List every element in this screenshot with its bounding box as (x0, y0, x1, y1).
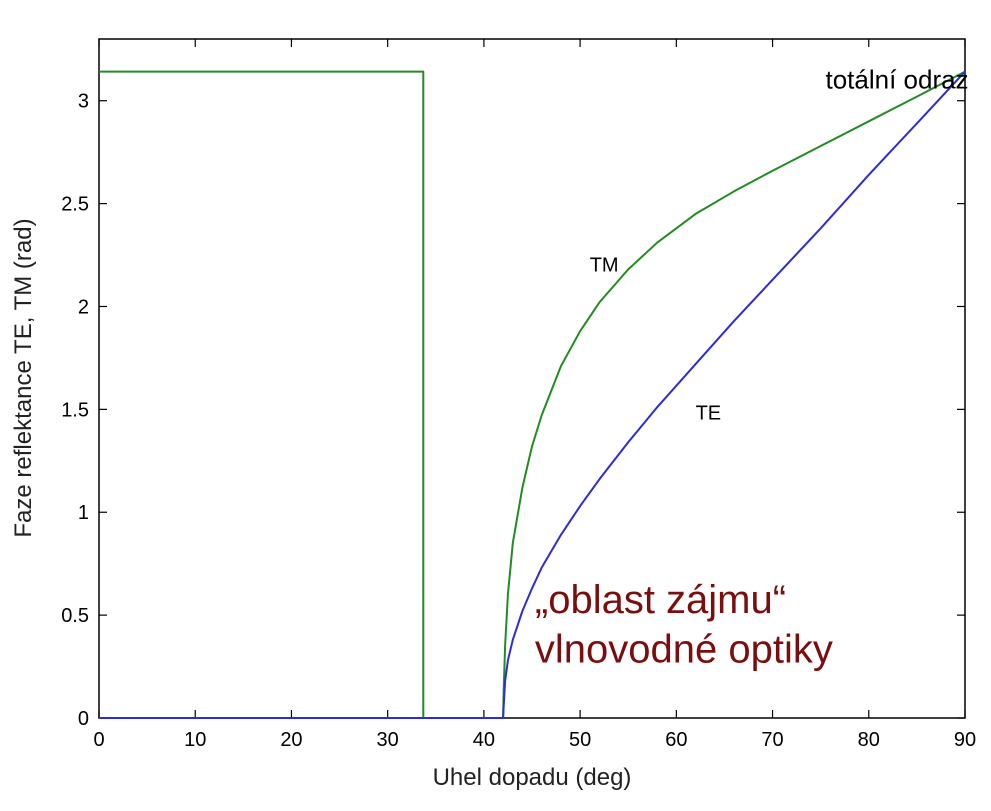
x-tick-label: 50 (569, 729, 591, 751)
axis-ticks (98, 39, 966, 719)
axis-tick-labels: 0 10 20 30 40 50 60 70 80 90 0 0.5 1 1.5 2 2.5 3 (61, 91, 976, 751)
annotation-1: TM (590, 255, 619, 277)
y-tick-label: 0 (78, 708, 89, 730)
x-tick-label: 80 (858, 729, 880, 751)
x-tick-label: 0 (93, 729, 104, 751)
x-tick-label: 40 (473, 729, 495, 751)
annotation-3: „oblast zájmu“ (535, 578, 786, 622)
plot-frame (98, 38, 966, 719)
annotations-layer: totální odraz TM TE „oblast zájmu“ vlnovodné… (535, 64, 969, 671)
series-layer (99, 70, 966, 719)
series-line-te (99, 70, 966, 719)
y-tick-label: 3 (78, 91, 89, 113)
y-tick-label: 1 (78, 502, 89, 524)
y-axis-title: Faze reflektance TE, TM (rad) (10, 218, 37, 537)
series-line-tm (99, 70, 966, 719)
x-tick-label: 30 (377, 729, 399, 751)
x-axis-title: Uhel dopadu (deg) (433, 764, 632, 791)
x-tick-label: 10 (184, 729, 206, 751)
x-tick-label: 70 (761, 729, 783, 751)
y-tick-label: 1.5 (61, 399, 89, 421)
annotation-4: vlnovodné optiky (535, 627, 833, 671)
x-tick-label: 20 (280, 729, 302, 751)
y-tick-label: 2.5 (61, 194, 89, 216)
annotation-0: totální odraz (825, 64, 968, 94)
y-tick-label: 2 (78, 296, 89, 318)
x-tick-label: 60 (665, 729, 687, 751)
x-tick-label: 90 (954, 729, 976, 751)
y-tick-label: 0.5 (61, 605, 89, 627)
annotation-2: TE (696, 403, 722, 425)
